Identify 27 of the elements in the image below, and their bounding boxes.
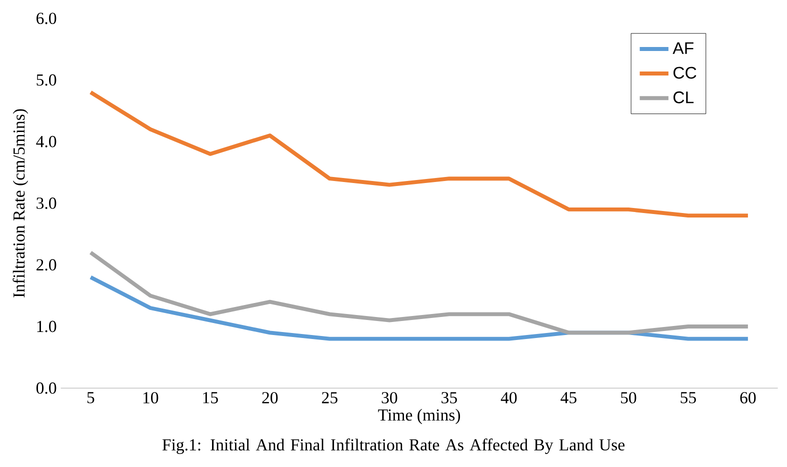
- y-axis-title: Infiltration Rate (cm/5mins): [12, 109, 28, 298]
- x-tick-label: 55: [680, 392, 696, 404]
- line-series: [88, 250, 750, 335]
- line-series: [88, 90, 750, 218]
- x-axis-title: Time (mins): [378, 409, 460, 424]
- y-tick-label: 6.0: [36, 12, 56, 24]
- y-tick-label: 1.0: [37, 320, 56, 332]
- x-tick-label: 5: [87, 392, 94, 404]
- x-tick-label: 40: [500, 392, 517, 404]
- caption: Fig.1: Initial And Final Infiltration Rate As Affected By Land Use: [162, 438, 625, 454]
- legend-label: CL: [674, 92, 694, 104]
- x-tick-label: 25: [322, 392, 338, 404]
- y-tick-label: 5.0: [36, 74, 56, 86]
- x-tick-label: 60: [740, 392, 756, 404]
- legend-label: AF: [672, 42, 694, 54]
- y-tick-label: 0.0: [36, 382, 56, 394]
- x-tick-label: 45: [560, 392, 576, 404]
- x-tick-label: 30: [382, 392, 398, 404]
- y-tick-label: 3.0: [36, 198, 56, 210]
- x-tick-label: 50: [621, 392, 636, 404]
- x-tick-label: 15: [203, 392, 218, 404]
- x-tick-label: 35: [442, 392, 457, 404]
- x-tick-label: 10: [143, 392, 158, 404]
- legend-label: CC: [674, 66, 696, 79]
- y-tick-label: 2.0: [36, 259, 56, 271]
- y-tick-label: 4.0: [36, 136, 56, 148]
- x-tick-label: 20: [262, 392, 278, 404]
